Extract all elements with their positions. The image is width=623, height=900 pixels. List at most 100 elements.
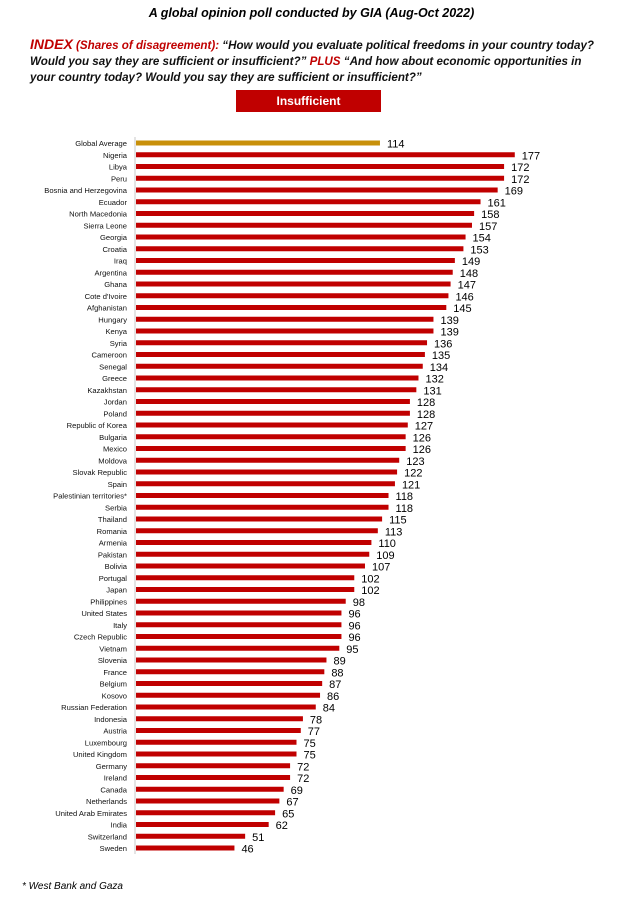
value-label: 146: [455, 291, 473, 303]
value-label: 65: [282, 808, 294, 820]
value-label: 98: [353, 597, 365, 609]
bar-global-average: [136, 140, 380, 146]
value-label: 114: [387, 139, 405, 151]
category-label: Poland: [103, 409, 127, 418]
value-label: 121: [402, 479, 420, 491]
category-label: Bolivia: [105, 562, 128, 571]
bar: [136, 481, 395, 487]
category-label: United Arab Emirates: [55, 809, 127, 818]
category-label: France: [103, 668, 127, 677]
bar: [136, 422, 408, 428]
bar: [136, 399, 410, 404]
bar: [136, 786, 284, 792]
value-label: 96: [348, 632, 360, 644]
category-label: Greece: [102, 374, 127, 383]
bar: [136, 269, 453, 275]
category-label: Hungary: [98, 315, 127, 324]
bar: [136, 434, 406, 440]
category-label: Croatia: [103, 245, 128, 254]
bar: [136, 669, 325, 675]
category-label: Canada: [100, 785, 127, 794]
category-label: Nigeria: [103, 151, 128, 160]
value-label: 132: [425, 374, 443, 386]
value-label: 78: [310, 714, 322, 726]
value-label: 177: [522, 150, 540, 162]
bar: [136, 493, 389, 498]
category-label: United States: [81, 609, 127, 618]
value-label: 102: [361, 585, 379, 597]
bar: [136, 187, 498, 193]
category-label: Libya: [109, 163, 128, 172]
bar: [136, 692, 321, 698]
bar: [136, 199, 481, 205]
category-label: Spain: [108, 480, 127, 489]
bar: [136, 763, 291, 769]
bar: [136, 446, 406, 451]
bar: [136, 845, 235, 851]
bar: [136, 528, 378, 534]
category-label: Portugal: [99, 574, 128, 583]
value-label: 136: [434, 338, 452, 350]
index-subtitle: (Shares of disagreement):: [76, 39, 220, 52]
value-label: 126: [413, 444, 431, 456]
legend-insufficient: Insufficient: [236, 90, 381, 112]
question-1: “How would you evaluate political freedo…: [30, 39, 594, 68]
bar: [136, 622, 342, 628]
category-label: Vietnam: [99, 644, 127, 653]
value-label: 107: [372, 562, 390, 574]
value-label: 148: [460, 268, 478, 280]
value-label: 139: [440, 327, 458, 339]
category-label: Sweden: [100, 844, 127, 853]
plus-label: PLUS: [309, 55, 341, 68]
bar: [136, 587, 355, 592]
category-label: Romania: [97, 527, 128, 536]
value-label: 102: [361, 573, 379, 585]
category-label: Netherlands: [86, 797, 127, 806]
bar: [136, 469, 398, 475]
bar: [136, 822, 269, 827]
bar: [136, 152, 515, 158]
category-label: North Macedonia: [69, 210, 128, 219]
category-label: Senegal: [99, 362, 127, 371]
category-label: Sierra Leone: [84, 221, 127, 230]
value-label: 51: [252, 832, 264, 844]
category-label: Cameroon: [92, 351, 127, 360]
bar: [136, 375, 419, 381]
category-label: Moldova: [98, 456, 127, 465]
value-label: 75: [304, 738, 316, 750]
value-label: 96: [348, 620, 360, 632]
bar: [136, 457, 400, 463]
value-label: 127: [415, 421, 433, 433]
value-label: 161: [488, 197, 506, 209]
value-label: 67: [286, 797, 298, 809]
bar: [136, 645, 340, 651]
value-label: 172: [511, 162, 529, 174]
bar: [136, 305, 447, 310]
category-label: Pakistan: [98, 550, 127, 559]
value-label: 123: [406, 456, 424, 468]
bar: [136, 551, 370, 557]
value-label: 149: [462, 256, 480, 268]
category-label: Indonesia: [94, 715, 128, 724]
value-label: 77: [308, 726, 320, 738]
value-label: 72: [297, 773, 309, 785]
category-label: Italy: [113, 621, 127, 630]
category-label: Slovenia: [98, 656, 128, 665]
value-label: 122: [404, 468, 422, 480]
bar: [136, 563, 365, 569]
value-label: 135: [432, 350, 450, 362]
footnote: * West Bank and Gaza: [22, 881, 123, 892]
bar: [136, 798, 280, 804]
bar: [136, 775, 291, 780]
category-label: Argentina: [94, 268, 127, 277]
bar: [136, 363, 423, 369]
value-label: 147: [458, 280, 476, 292]
value-label: 158: [481, 209, 499, 221]
category-label: Kazakhstan: [87, 386, 127, 395]
category-label: Palestinian territories*: [53, 492, 127, 501]
value-label: 84: [323, 703, 335, 715]
value-label: 128: [417, 397, 435, 409]
bar: [136, 716, 303, 722]
category-label: Syria: [110, 339, 128, 348]
value-label: 109: [376, 550, 394, 562]
